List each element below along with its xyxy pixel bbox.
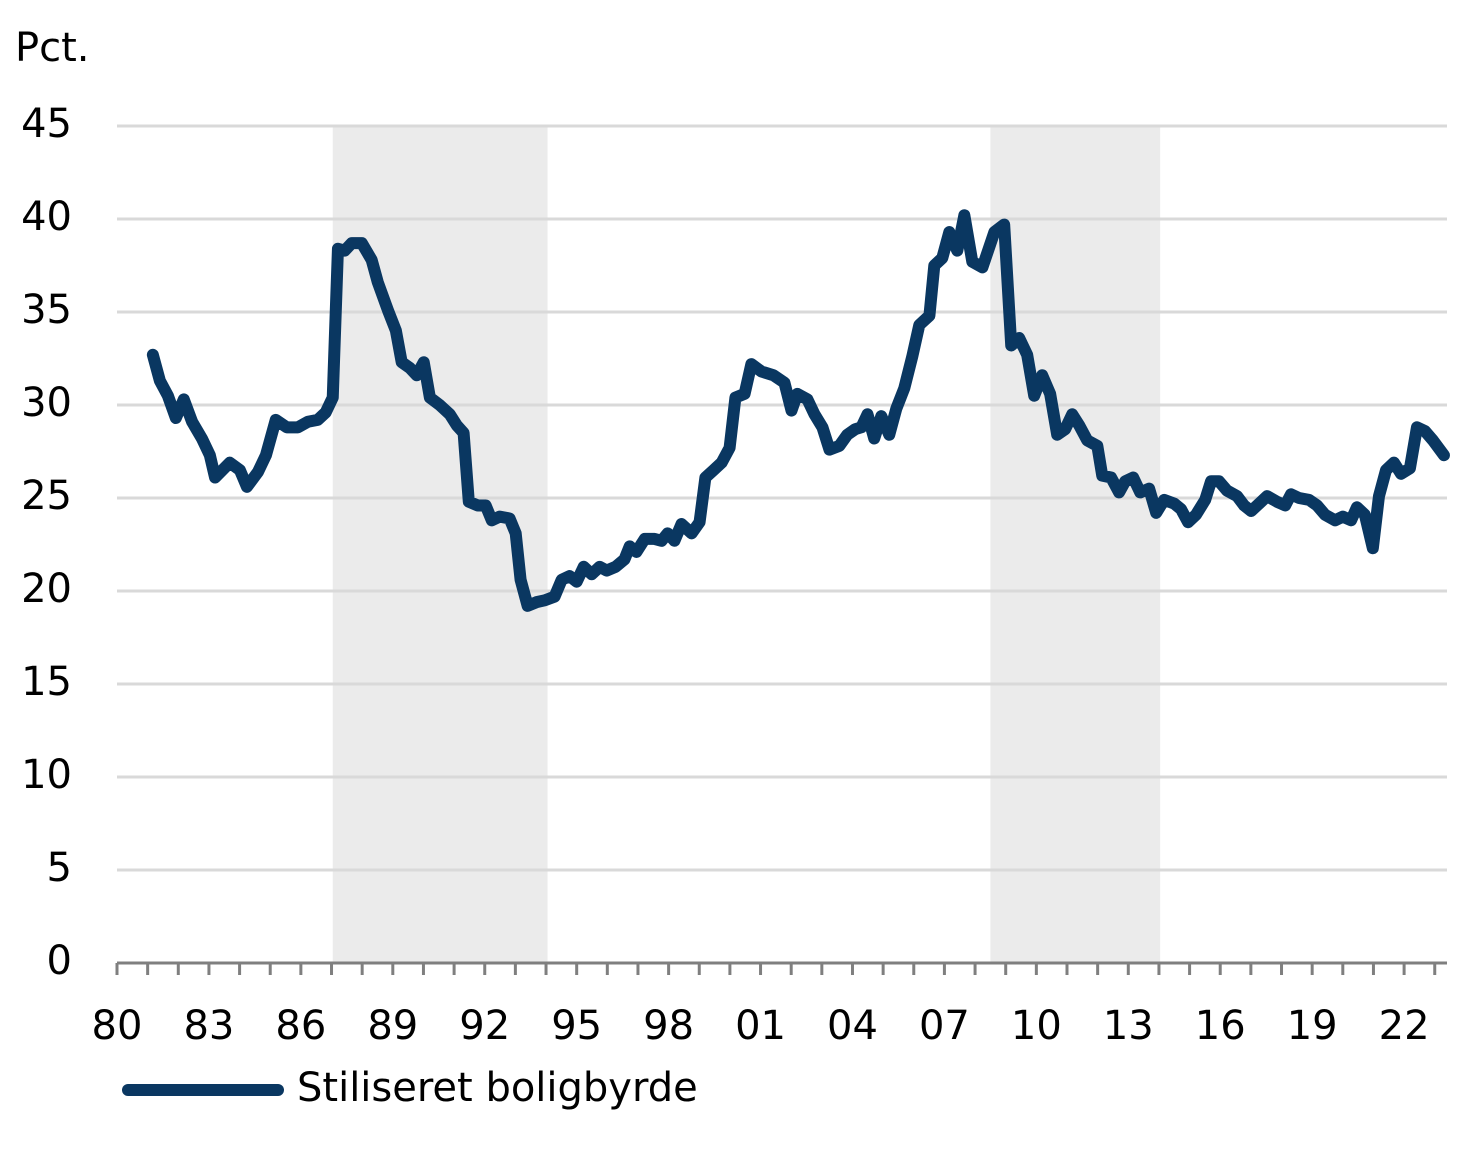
legend-label: Stiliseret boligbyrde bbox=[297, 1065, 698, 1111]
y-axis-label: Pct. bbox=[15, 25, 90, 71]
y-tick-label: 35 bbox=[21, 287, 72, 333]
y-tick-label: 25 bbox=[21, 473, 72, 519]
x-tick-label: 80 bbox=[92, 1003, 143, 1049]
y-tick-label: 40 bbox=[21, 194, 72, 240]
x-tick-label: 86 bbox=[275, 1003, 326, 1049]
y-tick-label: 15 bbox=[21, 659, 72, 705]
y-tick-label: 20 bbox=[21, 566, 72, 612]
x-tick-label: 01 bbox=[735, 1003, 786, 1049]
x-tick-label: 98 bbox=[643, 1003, 694, 1049]
x-tick-label: 04 bbox=[827, 1003, 878, 1049]
shaded-period bbox=[990, 126, 1161, 963]
y-tick-label: 45 bbox=[21, 101, 72, 147]
x-tick-label: 10 bbox=[1011, 1003, 1062, 1049]
y-tick-label: 30 bbox=[21, 380, 72, 426]
y-tick-label: 5 bbox=[47, 845, 72, 891]
x-tick-label: 13 bbox=[1103, 1003, 1154, 1049]
y-tick-label: 0 bbox=[47, 938, 72, 984]
x-tick-label: 89 bbox=[367, 1003, 418, 1049]
x-tick-label: 07 bbox=[919, 1003, 970, 1049]
data-line bbox=[146, 209, 1450, 612]
x-tick-label: 19 bbox=[1287, 1003, 1338, 1049]
y-tick-label: 10 bbox=[21, 752, 72, 798]
x-tick-label: 22 bbox=[1379, 1003, 1430, 1049]
x-tick-label: 83 bbox=[183, 1003, 234, 1049]
x-tick-label: 92 bbox=[459, 1003, 510, 1049]
x-tick-label: 95 bbox=[551, 1003, 602, 1049]
x-tick-label: 16 bbox=[1195, 1003, 1246, 1049]
